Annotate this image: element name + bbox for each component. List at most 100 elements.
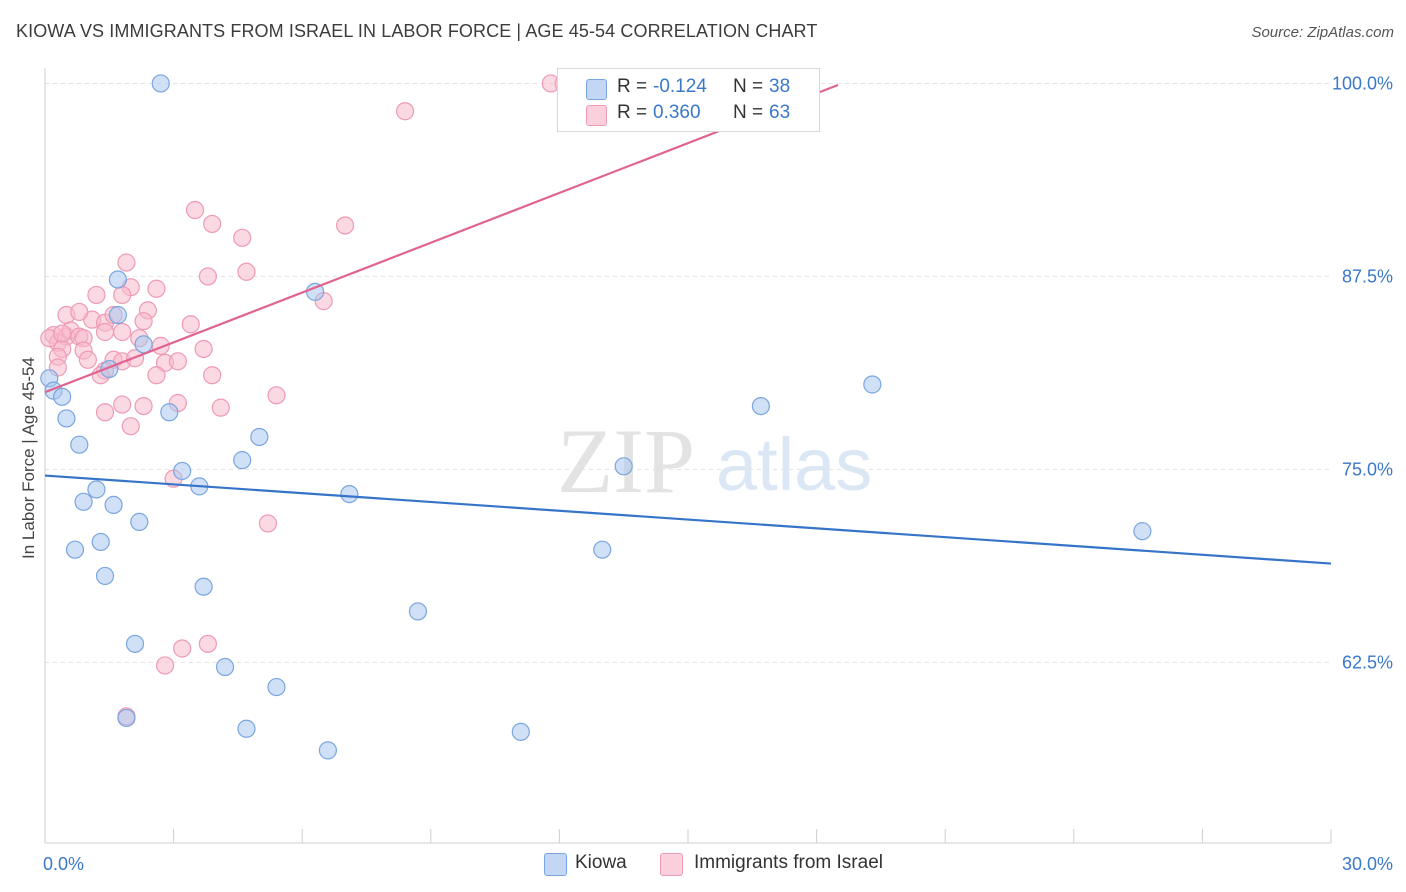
y-tick-label: 87.5% [1342, 266, 1393, 286]
israel-point [335, 216, 355, 235]
israel-point [181, 315, 200, 334]
watermark-atlas: atlas [716, 423, 872, 506]
kiowa-point [151, 74, 170, 93]
israel-point [267, 386, 286, 405]
israel-legend-label: Immigrants from Israel [694, 852, 883, 873]
y-tick-label: 75.0% [1342, 459, 1393, 479]
kiowa-point [108, 270, 127, 289]
kiowa-point [95, 566, 115, 586]
kiowa-point [267, 677, 286, 697]
kiowa-point [160, 403, 179, 422]
israel-point [121, 417, 140, 436]
israel-legend-swatch [660, 853, 683, 876]
kiowa-point [593, 540, 612, 559]
israel-point [233, 228, 252, 247]
israel-point [203, 366, 222, 385]
grid-lines [45, 82, 1331, 663]
y-tick-label: 100.0% [1332, 73, 1393, 93]
kiowa-point [53, 387, 72, 406]
israel-point [185, 200, 205, 220]
israel-n-value: 63 [769, 102, 791, 123]
kiowa-point [74, 492, 93, 511]
correlation-legend: R = -0.124 N = 38 R = 0.360 N = 63 [557, 68, 820, 132]
kiowa-point [237, 719, 256, 738]
kiowa-point [91, 532, 110, 552]
source-label: Source: ZipAtlas.com [1251, 24, 1394, 41]
y-tick-labels: 100.0% 87.5% 75.0% 62.5% [1332, 73, 1393, 672]
bottom-legend-kiowa: Kiowa [544, 852, 627, 876]
kiowa-point [194, 577, 213, 596]
israel-point [95, 322, 115, 342]
trend-lines [44, 83, 1332, 565]
israel-point [198, 634, 217, 653]
israel-point [113, 322, 132, 342]
kiowa-legend-swatch [544, 853, 567, 876]
kiowa-point [863, 375, 882, 394]
israel-point [113, 285, 132, 305]
x-tick-label-min: 0.0% [43, 854, 84, 874]
israel-point [78, 350, 97, 369]
israel-point [194, 339, 213, 359]
kiowa-legend-label: Kiowa [575, 852, 627, 873]
y-axis-label: In Labor Force | Age 45-54 [19, 357, 38, 559]
israel-point [211, 398, 230, 417]
kiowa-point [318, 741, 338, 760]
kiowa-points [40, 74, 1152, 760]
israel-point [168, 352, 187, 371]
kiowa-point [104, 495, 123, 515]
israel-trend-line [44, 83, 839, 394]
israel-point [147, 279, 166, 298]
kiowa-point [87, 480, 106, 499]
kiowa-point [340, 484, 359, 504]
israel-point [395, 102, 415, 121]
kiowa-point [130, 512, 149, 531]
kiowa-point [125, 634, 145, 653]
israel-point [87, 285, 106, 305]
kiowa-n-value: 38 [769, 76, 791, 97]
bottom-legend-israel: Immigrants from Israel [660, 852, 883, 876]
israel-point [113, 395, 132, 414]
x-ticks [44, 829, 1332, 843]
kiowa-point [117, 708, 136, 728]
israel-point [198, 267, 217, 286]
kiowa-r-value: -0.124 [653, 76, 707, 97]
kiowa-point [233, 451, 252, 470]
israel-point [134, 312, 153, 331]
kiowa-swatch [586, 79, 607, 100]
watermark: ZIP atlas [557, 410, 872, 512]
kiowa-point [751, 396, 770, 416]
israel-point [95, 403, 115, 422]
israel-point [53, 324, 72, 343]
kiowa-point [134, 335, 153, 354]
israel-point [147, 366, 166, 385]
kiowa-n-label: N = [733, 76, 764, 97]
y-tick-label: 62.5% [1342, 652, 1393, 672]
israel-point [237, 262, 256, 281]
israel-n-label: N = [733, 102, 764, 123]
israel-points [40, 74, 573, 726]
israel-r-value: 0.360 [653, 102, 701, 123]
kiowa-trend-line [44, 474, 1332, 565]
kiowa-point [511, 722, 530, 741]
israel-point [203, 214, 222, 234]
israel-point [258, 514, 278, 533]
kiowa-point [65, 540, 85, 559]
kiowa-point [57, 409, 76, 428]
israel-point [117, 253, 136, 272]
kiowa-point [250, 427, 269, 447]
kiowa-point [408, 602, 428, 621]
kiowa-point [108, 305, 127, 325]
kiowa-point [215, 657, 235, 677]
kiowa-point [1133, 522, 1152, 541]
chart-title: KIOWA VS IMMIGRANTS FROM ISRAEL IN LABOR… [16, 21, 818, 41]
israel-point [70, 302, 89, 322]
israel-point [173, 639, 192, 658]
israel-point [155, 656, 175, 675]
israel-r-label: R = [617, 102, 648, 123]
israel-point [134, 396, 153, 416]
israel-swatch [586, 105, 607, 126]
kiowa-r-label: R = [617, 76, 648, 97]
kiowa-point [173, 461, 192, 481]
kiowa-point [614, 457, 633, 476]
